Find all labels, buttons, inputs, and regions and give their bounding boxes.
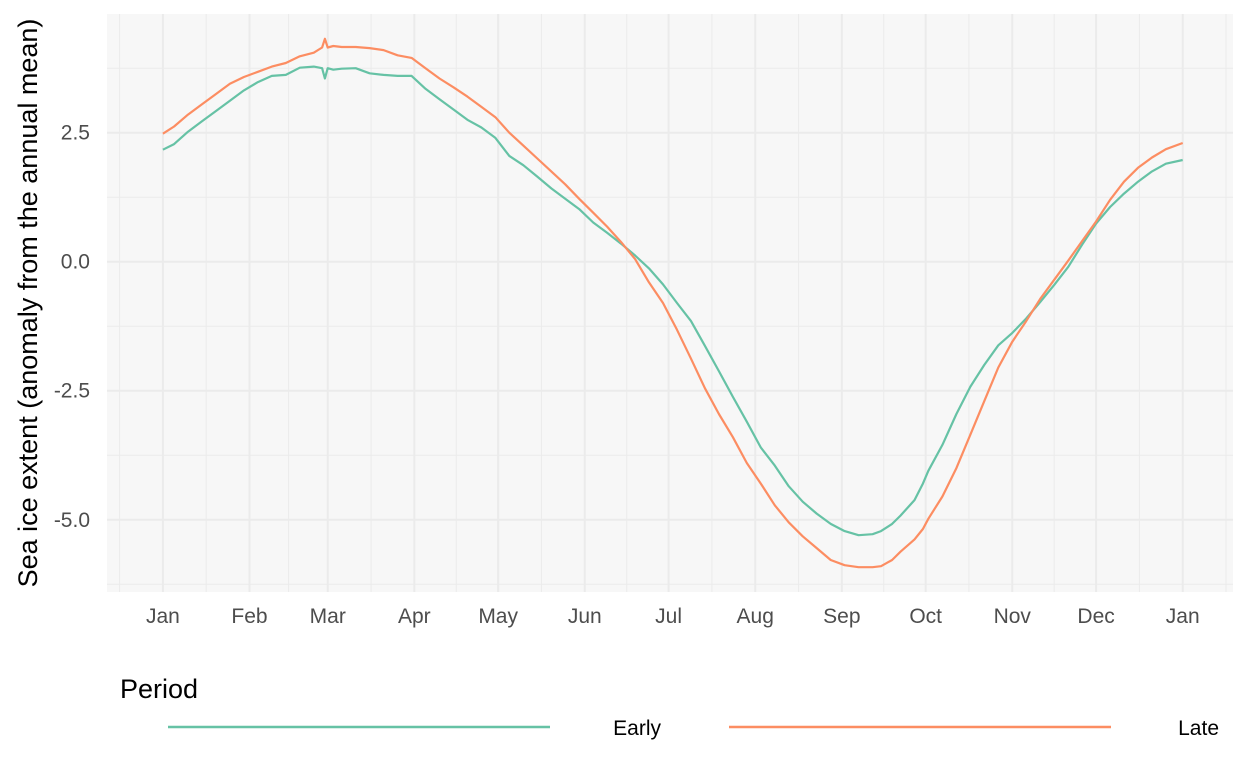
x-tick-label: Sep — [823, 605, 860, 628]
x-axis-ticks: Jan Feb Mar Apr May Jun Jul Aug Sep Oct Nov Dec Jan — [146, 605, 1200, 628]
x-tick-label: Jun — [568, 605, 602, 628]
plot-panel — [107, 14, 1233, 592]
legend-label-late: Late — [1178, 717, 1219, 740]
grid-major — [107, 14, 1233, 592]
y-tick-label: -5.0 — [54, 509, 90, 532]
legend-label-early: Early — [613, 717, 661, 740]
x-tick-label: Jul — [655, 605, 682, 628]
y-tick-label: -2.5 — [54, 380, 90, 403]
x-tick-label: Jan — [146, 605, 180, 628]
series-line-late — [162, 37, 1184, 569]
x-tick-label: Apr — [398, 605, 431, 628]
x-tick-label: Aug — [737, 605, 774, 628]
x-tick-label: Nov — [994, 605, 1032, 628]
legend: Early Late — [168, 717, 1219, 740]
y-axis-ticks: 2.5 0.0 -2.5 -5.0 — [54, 122, 90, 532]
y-tick-label: 0.0 — [61, 251, 90, 274]
series-line-early — [162, 65, 1183, 537]
y-tick-label: 2.5 — [61, 122, 90, 145]
x-tick-label: Feb — [231, 605, 267, 628]
x-tick-label: Mar — [310, 605, 346, 628]
x-tick-label: Oct — [909, 605, 942, 628]
y-axis-title: Sea ice extent (anomaly from the annual … — [13, 19, 43, 588]
x-tick-label: May — [478, 605, 518, 628]
legend-title: Period — [120, 674, 198, 704]
series-lines — [162, 37, 1184, 569]
x-tick-label: Jan — [1166, 605, 1200, 628]
x-tick-label: Dec — [1077, 605, 1114, 628]
